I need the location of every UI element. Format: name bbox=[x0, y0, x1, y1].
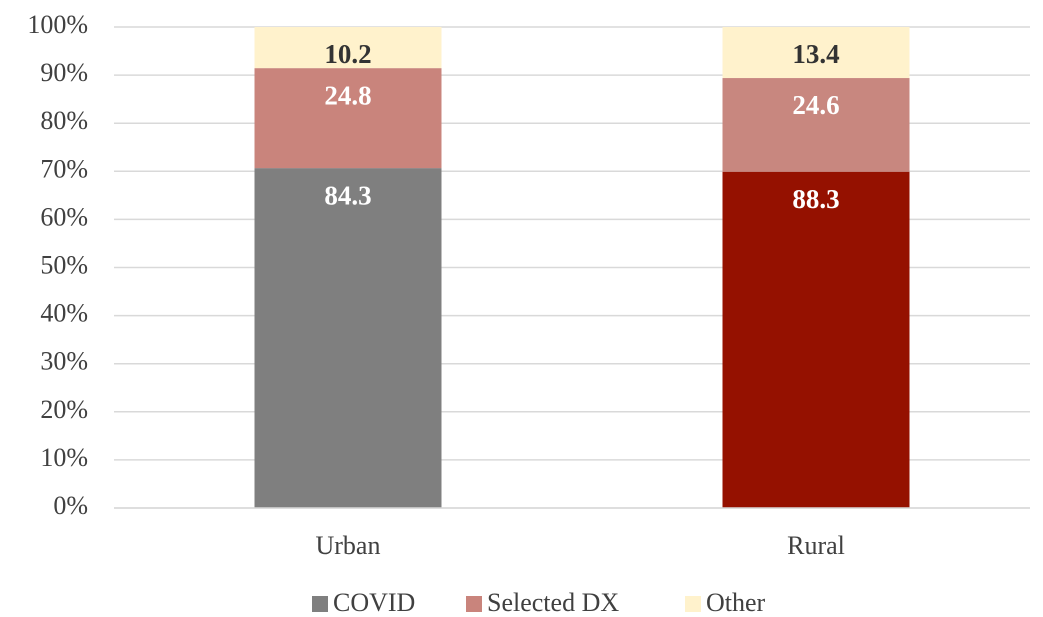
value-label: 88.3 bbox=[792, 184, 839, 214]
y-tick-label: 30% bbox=[40, 347, 88, 376]
legend-swatch bbox=[685, 596, 701, 612]
x-tick-label: Rural bbox=[787, 531, 845, 560]
bar-segment bbox=[254, 27, 442, 69]
value-label: 10.2 bbox=[324, 39, 371, 69]
value-label: 13.4 bbox=[792, 39, 839, 69]
y-tick-label: 90% bbox=[40, 58, 88, 87]
bar-segment bbox=[254, 168, 442, 508]
value-label: 84.3 bbox=[324, 180, 371, 210]
y-tick-label: 40% bbox=[40, 299, 88, 328]
y-tick-label: 0% bbox=[53, 491, 88, 520]
value-label: 24.8 bbox=[324, 80, 371, 110]
legend-label: COVID bbox=[333, 588, 415, 617]
y-tick-label: 100% bbox=[27, 10, 88, 39]
bar-segment bbox=[722, 78, 910, 172]
y-tick-label: 60% bbox=[40, 202, 88, 231]
legend-label: Selected DX bbox=[487, 588, 619, 617]
value-label: 24.6 bbox=[792, 90, 839, 120]
y-tick-label: 20% bbox=[40, 395, 88, 424]
legend-swatch bbox=[466, 596, 482, 612]
y-tick-label: 50% bbox=[40, 250, 88, 279]
y-tick-label: 10% bbox=[40, 443, 88, 472]
legend-label: Other bbox=[706, 588, 766, 617]
y-tick-label: 70% bbox=[40, 154, 88, 183]
bar-segment bbox=[722, 27, 910, 79]
y-tick-label: 80% bbox=[40, 106, 88, 135]
x-tick-label: Urban bbox=[316, 531, 381, 560]
bar-segment bbox=[722, 171, 910, 508]
bar-segment bbox=[254, 68, 442, 169]
legend-swatch bbox=[312, 596, 328, 612]
